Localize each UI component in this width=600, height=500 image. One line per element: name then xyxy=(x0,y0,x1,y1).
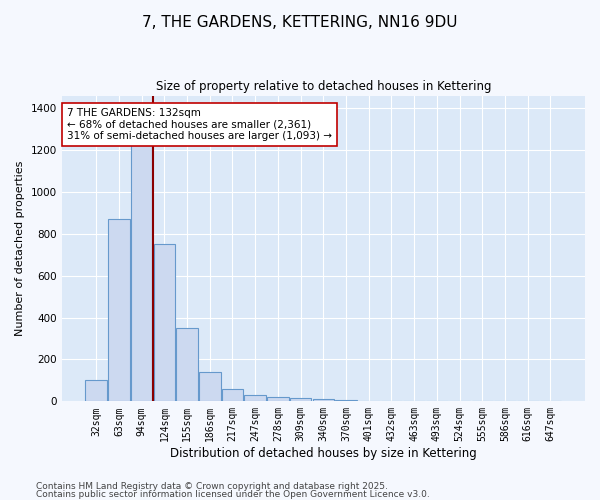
Text: Contains public sector information licensed under the Open Government Licence v3: Contains public sector information licen… xyxy=(36,490,430,499)
Bar xyxy=(222,389,243,402)
Bar xyxy=(176,328,198,402)
X-axis label: Distribution of detached houses by size in Kettering: Distribution of detached houses by size … xyxy=(170,447,477,460)
Text: 7 THE GARDENS: 132sqm
← 68% of detached houses are smaller (2,361)
31% of semi-d: 7 THE GARDENS: 132sqm ← 68% of detached … xyxy=(67,108,332,141)
Bar xyxy=(335,400,357,402)
Bar xyxy=(131,129,152,402)
Bar xyxy=(358,400,380,402)
Text: 7, THE GARDENS, KETTERING, NN16 9DU: 7, THE GARDENS, KETTERING, NN16 9DU xyxy=(142,15,458,30)
Bar xyxy=(154,244,175,402)
Bar xyxy=(199,372,221,402)
Bar xyxy=(85,380,107,402)
Bar xyxy=(108,219,130,402)
Y-axis label: Number of detached properties: Number of detached properties xyxy=(15,161,25,336)
Text: Contains HM Land Registry data © Crown copyright and database right 2025.: Contains HM Land Registry data © Crown c… xyxy=(36,482,388,491)
Bar xyxy=(313,399,334,402)
Bar xyxy=(267,397,289,402)
Title: Size of property relative to detached houses in Kettering: Size of property relative to detached ho… xyxy=(155,80,491,93)
Bar xyxy=(290,398,311,402)
Bar xyxy=(244,395,266,402)
